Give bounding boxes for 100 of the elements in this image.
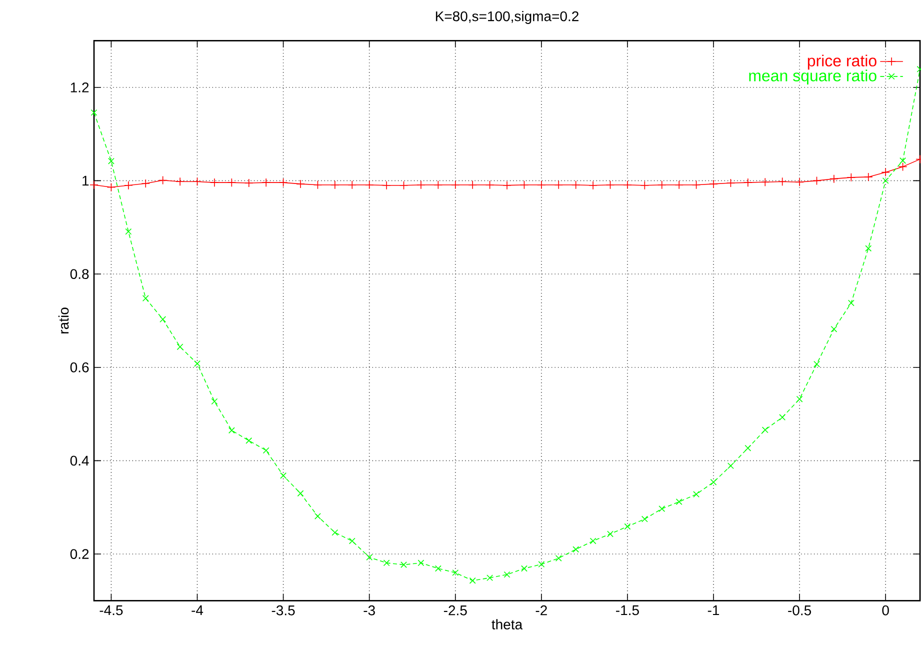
point (90, 180, 98, 190)
x-tick-label: -3.5 (272, 605, 295, 616)
legend-label: mean square ratio (749, 70, 876, 85)
point (727, 462, 734, 470)
point (262, 447, 270, 454)
point (194, 360, 200, 367)
x-tick-label: 0 (882, 605, 889, 616)
point (158, 176, 168, 185)
point (520, 180, 529, 190)
point (760, 178, 770, 186)
point (762, 426, 768, 434)
point (314, 513, 321, 520)
point (641, 516, 648, 522)
point (176, 177, 184, 186)
y-tick-label: 0.4 (70, 456, 89, 466)
point (623, 180, 632, 190)
x-tick-label: -4 (192, 605, 204, 616)
point (864, 172, 873, 182)
point (246, 437, 252, 444)
point (846, 173, 856, 182)
point (192, 177, 202, 186)
point (865, 245, 872, 252)
y-axis-title: ratio (58, 308, 69, 334)
point (142, 295, 149, 302)
point (332, 529, 338, 536)
point (366, 554, 373, 561)
point (469, 577, 476, 584)
point (572, 546, 580, 553)
point (607, 530, 614, 538)
point (297, 490, 304, 497)
y-tick-label: 0.6 (70, 362, 89, 372)
point (676, 498, 682, 505)
point (106, 182, 116, 192)
point (520, 565, 528, 572)
point (124, 180, 133, 190)
point (658, 506, 666, 512)
point (640, 180, 650, 190)
point (434, 565, 442, 572)
y-tick-label: 0.2 (70, 549, 89, 559)
point (555, 555, 562, 562)
point (125, 228, 132, 235)
x-tick-label: -2.5 (444, 605, 467, 616)
point (812, 176, 822, 186)
point (796, 396, 803, 402)
point (486, 574, 494, 582)
point (693, 491, 700, 498)
point (228, 427, 235, 434)
point (624, 523, 631, 530)
point (778, 177, 787, 186)
point (744, 178, 752, 187)
point (450, 180, 460, 190)
point (211, 398, 218, 405)
point (830, 326, 838, 332)
point (383, 560, 390, 566)
point (160, 316, 166, 323)
point (606, 180, 615, 190)
point (504, 571, 510, 578)
x-tick-label: -3 (364, 605, 375, 616)
point (278, 178, 288, 187)
point (710, 478, 717, 486)
point (364, 180, 374, 190)
point (90, 109, 98, 116)
y-tick-label: 0.8 (70, 269, 89, 279)
point (227, 178, 236, 187)
point (900, 157, 906, 164)
x-tick-label: -4.5 (100, 605, 123, 616)
point (814, 360, 820, 368)
point (399, 180, 408, 190)
point (830, 174, 838, 184)
point (795, 178, 804, 186)
point (434, 180, 443, 190)
x-tick-label: -2 (536, 605, 547, 616)
x-tick-label: -0.5 (788, 605, 812, 616)
point (657, 180, 666, 190)
point (418, 560, 424, 566)
point (538, 561, 545, 568)
y-tick-label: 1 (82, 176, 89, 186)
point (571, 180, 580, 190)
legend-label: price ratio (808, 54, 876, 70)
point (882, 177, 889, 184)
point (692, 180, 701, 190)
point (726, 178, 736, 188)
chart-title: K=80,s=100,sigma=0.2 (436, 10, 578, 24)
point (108, 158, 114, 164)
point (210, 178, 219, 187)
point (416, 180, 426, 190)
point (590, 538, 596, 544)
point (400, 562, 407, 568)
x-tick-label: -1 (708, 605, 720, 616)
y-tick-label: 1.2 (70, 82, 89, 92)
point (280, 472, 287, 479)
point (898, 162, 908, 172)
point (779, 414, 786, 421)
point (452, 569, 459, 576)
x-axis-title: theta (492, 619, 523, 630)
x-tick-label: -1.5 (616, 605, 639, 616)
point (141, 179, 150, 188)
point (176, 344, 184, 350)
point (881, 168, 890, 177)
point (244, 178, 254, 188)
